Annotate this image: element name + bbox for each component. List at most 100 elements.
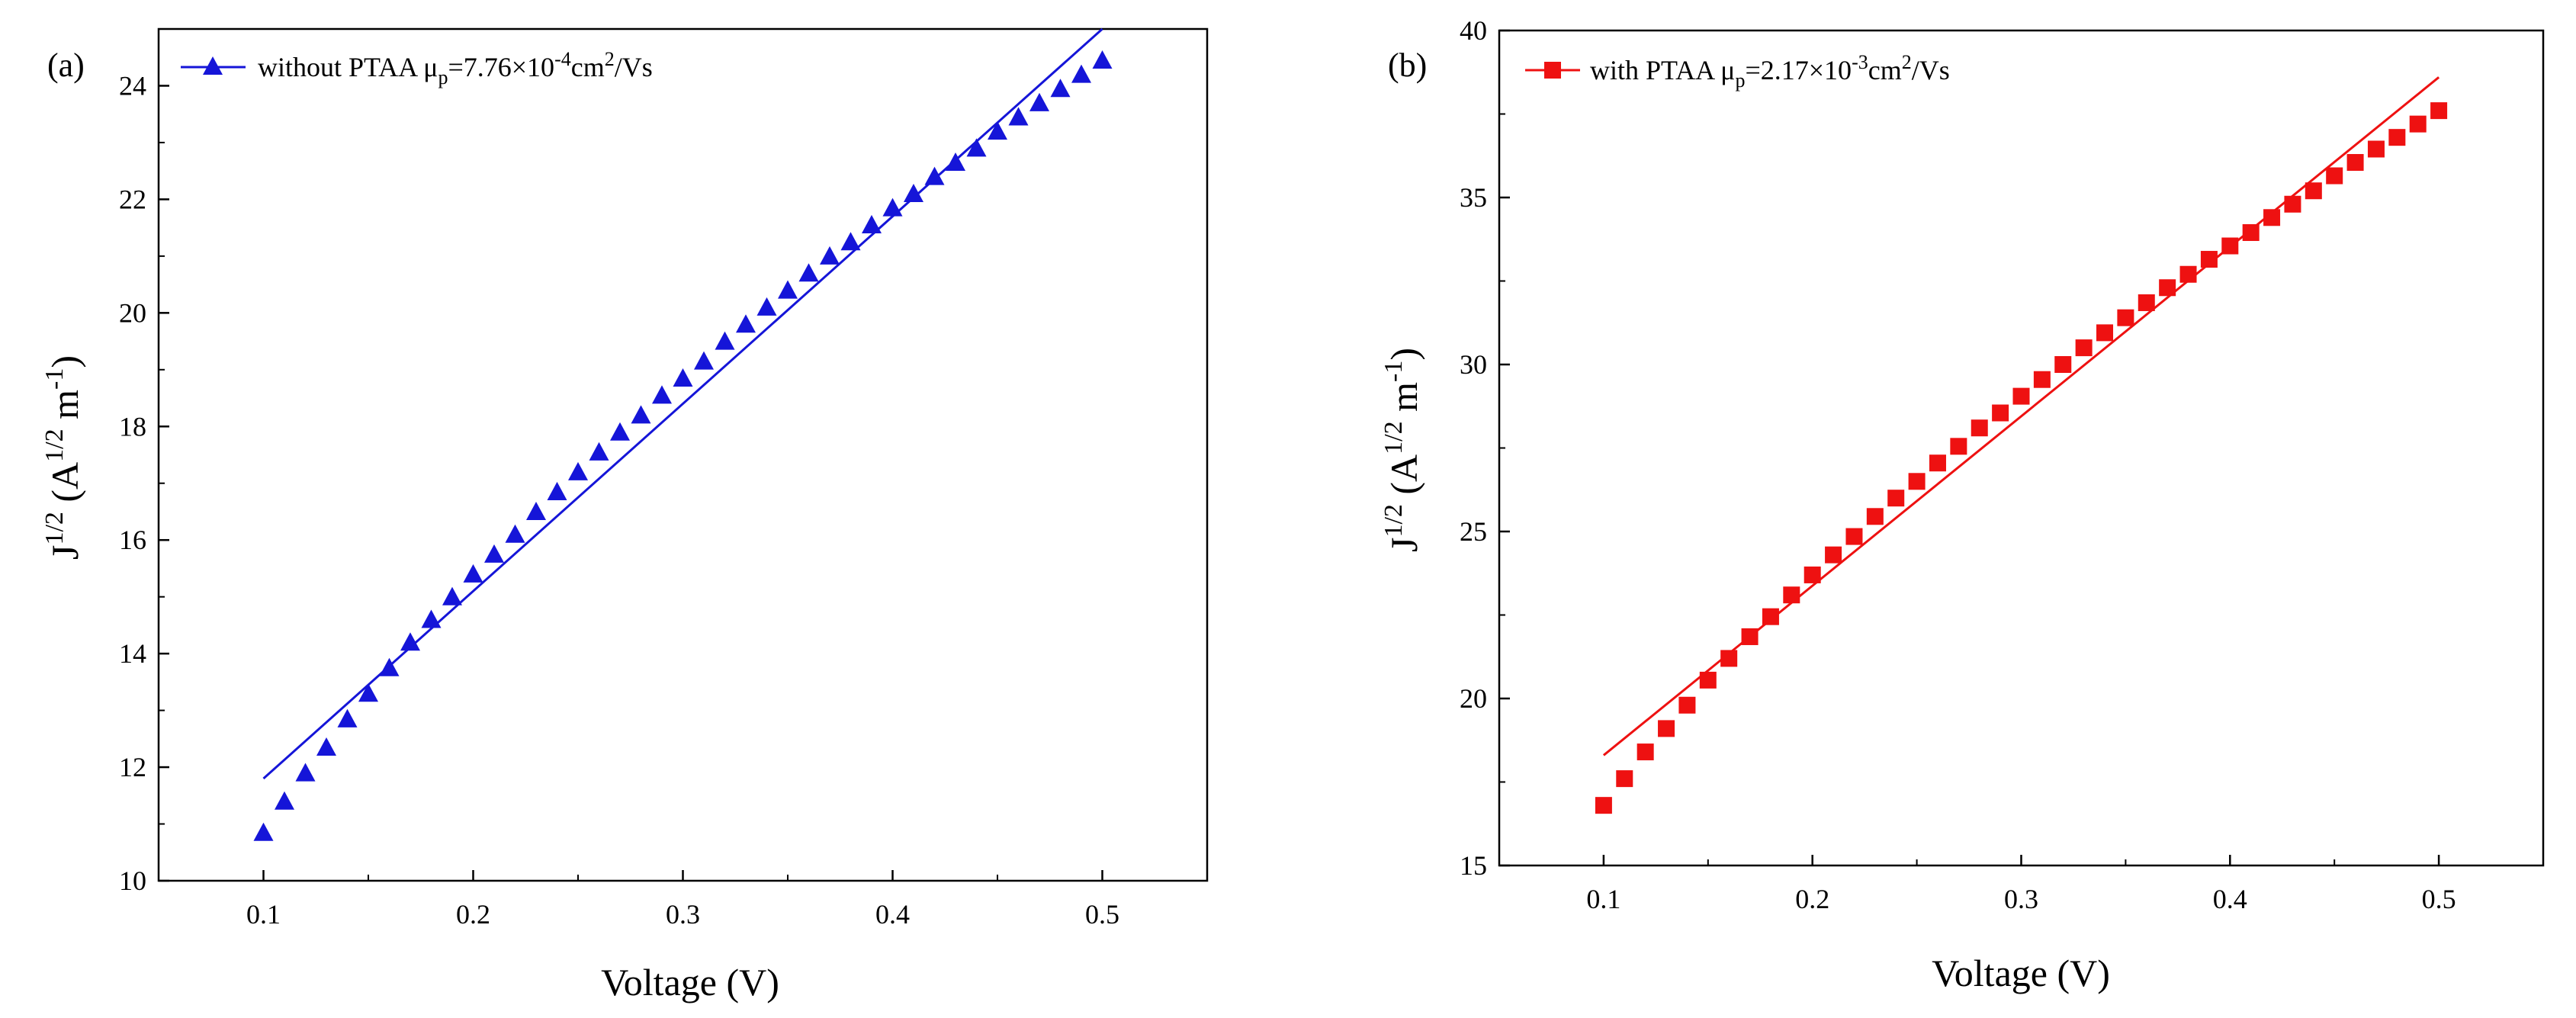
data-point [2179, 265, 2197, 283]
x-tick-label: 0.1 [246, 899, 281, 930]
data-point [1008, 107, 1029, 126]
panel-a-label: (a) [47, 47, 85, 84]
data-point [736, 314, 756, 333]
data-point [946, 152, 965, 172]
panel-b-x-axis-title: Voltage (V) [1932, 952, 2110, 994]
data-point [1616, 770, 1633, 788]
data-point [379, 657, 400, 676]
data-point [820, 246, 840, 265]
panel-a-data-markers [253, 50, 1113, 841]
data-point [1762, 608, 1779, 625]
panel-b-legend-marker [1544, 62, 1561, 79]
data-point [2409, 115, 2427, 133]
data-point [966, 138, 987, 157]
y-tick-label: 25 [1460, 516, 1487, 547]
data-point [316, 737, 336, 756]
data-point [1678, 696, 1696, 714]
data-point [2033, 371, 2051, 388]
data-point [715, 331, 735, 350]
data-point [568, 461, 588, 480]
x-tick-label: 0.3 [2004, 884, 2038, 914]
data-point [421, 609, 442, 628]
data-point [882, 197, 903, 217]
data-point [798, 263, 819, 282]
data-point [1071, 64, 1091, 83]
y-tick-label: 22 [119, 184, 146, 214]
data-point [2221, 237, 2239, 255]
data-point [2284, 195, 2301, 213]
data-point [1699, 671, 1717, 689]
data-point [2138, 294, 2155, 311]
data-point [442, 586, 462, 605]
panel-a-x-axis: 0.1 0.2 0.3 0.4 0.5 [158, 870, 1119, 930]
panel-b-x-axis: 0.1 0.2 0.3 0.4 0.5 [1498, 855, 2456, 914]
data-point [2242, 223, 2260, 241]
data-point [631, 405, 651, 424]
data-point [1992, 404, 2009, 422]
data-point [1825, 546, 1842, 564]
panel-a-plot-frame [157, 27, 1209, 882]
data-point [526, 501, 546, 521]
data-point [484, 544, 504, 563]
data-point [2075, 339, 2093, 357]
panel-b-y-axis: 15 20 25 30 35 40 [1460, 15, 1510, 881]
x-tick-label: 0.1 [1586, 884, 1620, 914]
panel-b: (b) 15 20 25 30 35 40 0.1 0.2 0.3 0.4 0.5 with PT… [1380, 15, 2545, 994]
data-point [840, 232, 861, 251]
data-point [652, 385, 672, 404]
data-point [253, 822, 274, 841]
x-tick-label: 0.2 [456, 899, 490, 930]
panel-a: (a) 10 12 14 16 18 20 22 24 0.1 0.2 0.3 0.4 0.5 wit… [40, 27, 1209, 1004]
y-tick-label: 35 [1460, 182, 1487, 213]
panel-b-legend: with PTAA μp=2.17×10-3cm2/Vs [1525, 51, 1950, 92]
y-tick-label: 30 [1460, 349, 1487, 380]
y-tick-label: 12 [119, 752, 146, 782]
data-point [2012, 387, 2030, 405]
panel-b-label: (b) [1388, 47, 1427, 84]
data-point [1866, 508, 1884, 525]
data-point [2326, 167, 2343, 185]
data-point [1804, 566, 1821, 583]
y-tick-label: 14 [119, 638, 146, 669]
data-point [1029, 92, 1049, 111]
panel-a-legend: without PTAA μp=7.76×10-4cm2/Vs [181, 48, 653, 88]
data-point [400, 632, 420, 651]
data-point [862, 214, 882, 233]
data-point [1050, 79, 1071, 98]
panel-a-legend-marker [203, 56, 223, 75]
panel-a-y-axis: 10 12 14 16 18 20 22 24 [119, 70, 169, 896]
data-point [547, 481, 567, 500]
y-tick-label: 40 [1460, 15, 1487, 46]
data-point [1658, 720, 1675, 737]
data-point [2346, 154, 2364, 172]
data-point [505, 524, 525, 543]
data-point [1887, 490, 1905, 507]
data-point [275, 791, 294, 810]
data-point [2117, 309, 2134, 326]
data-point [2054, 356, 2072, 373]
data-point [295, 763, 316, 782]
x-tick-label: 0.5 [1085, 899, 1119, 930]
data-point [1950, 438, 1967, 455]
panel-a-legend-text: without PTAA μp=7.76×10-4cm2/Vs [258, 48, 653, 88]
data-point [1908, 473, 1926, 490]
data-point [2200, 251, 2218, 268]
x-tick-label: 0.4 [2213, 884, 2247, 914]
data-point [1929, 454, 1946, 472]
data-point [2159, 279, 2176, 297]
data-point [463, 564, 483, 583]
data-point [673, 368, 693, 387]
data-point [988, 121, 1007, 140]
panel-a-y-axis-title: J1/2 (A1/2 m-1) [40, 355, 86, 560]
data-point [1971, 419, 1988, 437]
data-point [1741, 628, 1759, 645]
y-tick-label: 20 [1460, 683, 1487, 714]
panel-a-fit-line [262, 27, 1103, 780]
data-point [1720, 650, 1738, 667]
y-tick-label: 15 [1460, 850, 1487, 881]
data-point [1595, 797, 1612, 814]
x-tick-label: 0.5 [2422, 884, 2456, 914]
data-point [358, 683, 378, 702]
data-point [1636, 743, 1654, 761]
